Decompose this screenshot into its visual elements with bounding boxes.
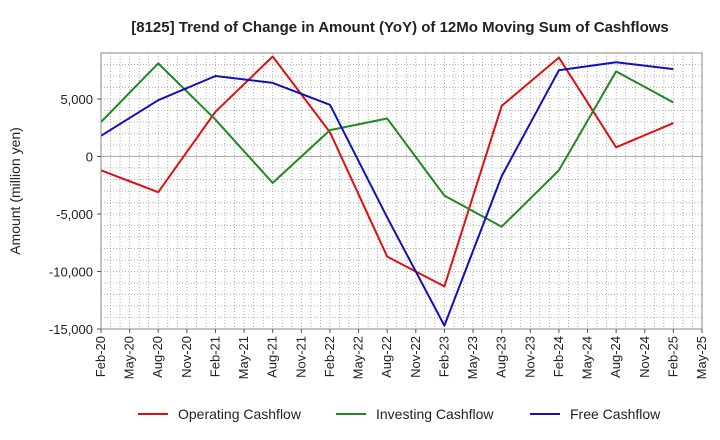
y-tick-label: 5,000: [60, 92, 93, 107]
operating-cashflow-line: [100, 55, 674, 288]
x-tick-label: May-24: [580, 336, 595, 379]
x-tick-label: Feb-24: [551, 336, 566, 377]
x-tick-label: May-20: [122, 336, 137, 379]
chart-title: [8125] Trend of Change in Amount (YoY) o…: [131, 19, 669, 36]
plot-frame: [100, 52, 703, 330]
x-tick-label: May-22: [351, 336, 366, 379]
y-axis-label: Amount (million yen): [7, 127, 23, 255]
x-tick-label: May-23: [465, 336, 480, 379]
y-tick-label: 0: [86, 150, 93, 165]
investing-cashflow-legend-label: Investing Cashflow: [376, 406, 494, 422]
y-axis-ticks: 5,000 0 -5,000 -10,000 -15,000: [49, 92, 101, 337]
free-cashflow-legend-label: Free Cashflow: [570, 406, 661, 422]
x-tick-label: Feb-25: [665, 336, 680, 377]
legend: Operating Cashflow Investing Cashflow Free…: [138, 406, 661, 422]
x-tick-label: Feb-22: [322, 336, 337, 377]
y-tick-label: -15,000: [49, 322, 93, 337]
x-tick-label: Nov-20: [179, 336, 194, 378]
x-tick-label: Feb-20: [93, 336, 108, 377]
x-tick-label: Aug-22: [379, 336, 394, 378]
grid-lines: [101, 52, 702, 330]
y-tick-label: -10,000: [49, 265, 93, 280]
x-tick-label: Feb-23: [436, 336, 451, 377]
x-tick-label: Nov-22: [408, 336, 423, 378]
series-lines: [100, 55, 674, 327]
x-tick-label: May-21: [236, 336, 251, 379]
x-tick-label: Nov-23: [522, 336, 537, 378]
operating-cashflow-legend-label: Operating Cashflow: [178, 406, 302, 422]
free-cashflow-line: [100, 61, 674, 327]
x-axis-ticks: Feb-20 May-20 Aug-20 Nov-20 Feb-21 May-21 Aug-…: [93, 329, 709, 379]
x-tick-label: Aug-20: [150, 336, 165, 378]
y-tick-label: -5,000: [56, 207, 93, 222]
x-tick-label: Aug-21: [265, 336, 280, 378]
x-tick-label: Nov-24: [637, 336, 652, 378]
x-tick-label: Feb-21: [207, 336, 222, 377]
x-tick-label: Aug-23: [494, 336, 509, 378]
x-tick-label: Nov-21: [293, 336, 308, 378]
x-tick-label: Aug-24: [608, 336, 623, 378]
x-tick-label: May-25: [694, 336, 709, 379]
investing-cashflow-line: [100, 62, 674, 228]
